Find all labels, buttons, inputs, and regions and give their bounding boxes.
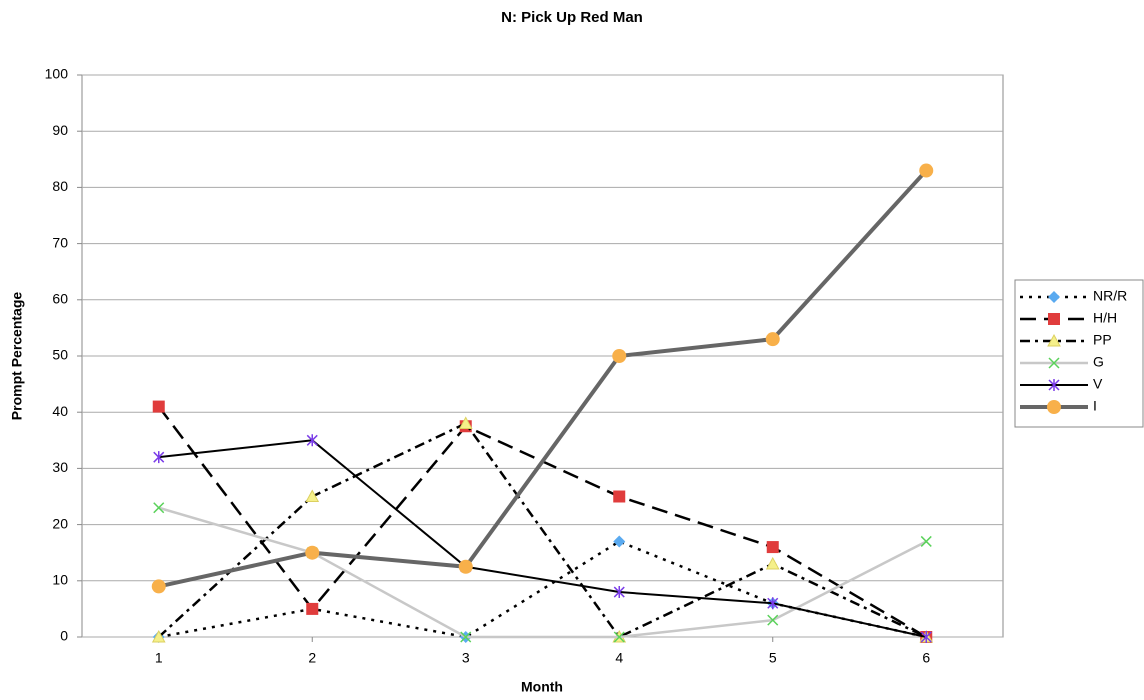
marker [305, 545, 320, 560]
y-tick-label: 20 [52, 515, 68, 531]
legend-label: PP [1093, 332, 1112, 348]
marker [613, 490, 626, 503]
marker [460, 631, 472, 643]
y-tick-label: 70 [52, 234, 68, 250]
series-line [158, 439, 927, 638]
series-line [157, 421, 927, 639]
marker [1048, 379, 1060, 391]
legend-label: G [1093, 354, 1104, 370]
y-tick-label: 80 [52, 178, 68, 194]
legend-label: V [1093, 376, 1103, 392]
y-tick-label: 30 [52, 459, 68, 475]
marker [920, 535, 932, 547]
marker [765, 332, 780, 347]
marker [613, 535, 626, 548]
y-tick-label: 10 [52, 572, 68, 588]
marker [151, 579, 166, 594]
series [151, 163, 934, 594]
legend-label: NR/R [1093, 288, 1127, 304]
y-tick-label: 90 [52, 122, 68, 138]
marker [613, 631, 625, 643]
y-axis-label: Prompt Percentage [9, 292, 25, 421]
marker [920, 631, 932, 643]
marker [1047, 333, 1061, 347]
marker [765, 556, 780, 570]
series-line [158, 506, 927, 639]
y-tick-label: 50 [52, 347, 68, 363]
marker [613, 586, 625, 599]
marker [1047, 400, 1061, 414]
marker [458, 416, 473, 429]
x-tick-label: 1 [155, 650, 163, 666]
marker [153, 502, 165, 514]
marker [152, 400, 165, 413]
marker [305, 489, 320, 502]
series [151, 416, 934, 643]
x-tick-label: 6 [922, 650, 930, 666]
marker [306, 602, 319, 615]
y-tick-label: 40 [52, 403, 68, 419]
marker [766, 541, 779, 554]
series [153, 434, 932, 643]
series-line [158, 169, 928, 589]
marker [767, 597, 779, 610]
marker [153, 451, 165, 464]
marker [919, 163, 934, 178]
legend-label: H/H [1093, 310, 1117, 326]
series-line [158, 540, 927, 639]
x-tick-label: 3 [462, 650, 470, 666]
x-tick-label: 2 [308, 650, 316, 666]
x-tick-label: 4 [615, 650, 623, 666]
marker [767, 614, 779, 626]
marker [458, 559, 473, 574]
marker [151, 629, 166, 643]
marker [612, 349, 627, 363]
marker [1048, 291, 1060, 303]
series [152, 400, 933, 643]
x-tick-label: 5 [769, 650, 777, 666]
marker [1048, 357, 1060, 369]
marker [306, 434, 318, 447]
y-tick-label: 0 [60, 628, 68, 644]
series-line [157, 405, 927, 639]
legend-box [1014, 279, 1144, 428]
y-tick-label: 60 [52, 291, 68, 307]
x-axis-label: Month [521, 679, 563, 695]
chart-title: N: Pick Up Red Man [501, 9, 643, 26]
marker [1048, 313, 1060, 325]
y-tick-label: 100 [45, 66, 69, 82]
legend-label: I [1093, 398, 1097, 414]
